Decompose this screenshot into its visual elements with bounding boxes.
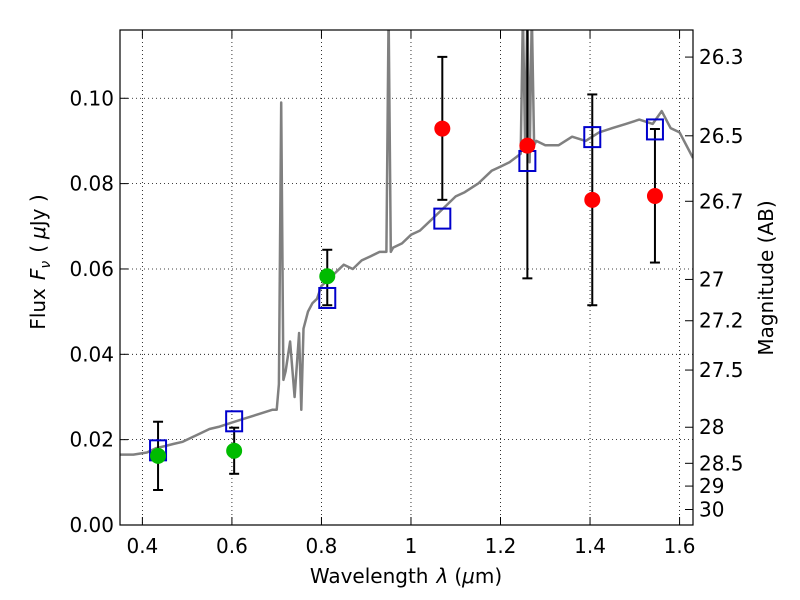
x-tick-label: 1.2 [485,534,517,558]
photometry-point [319,268,336,285]
tick-labels: 0.4 0.6 0.8 1 1.2 1.4 1.6 0.00 0.02 0.04 0.06 0.08 0… [69,45,743,558]
marker-layer [149,118,664,464]
y2-tick-label: 27.2 [699,309,744,333]
y-tick-label: 0.06 [69,257,114,281]
y2-tick-label: 28 [699,415,724,439]
photometry-point [646,187,663,204]
axis-ticks [120,30,693,526]
model-square-marker [645,118,664,141]
y-axis-title: FluxFν(μJy ) [26,194,54,329]
y2-tick-label: 27 [699,267,724,291]
photometry-point [434,120,451,137]
y2-tick-label: 29 [699,474,724,498]
y2-tick-label: 30 [699,498,724,522]
photometry-point [150,447,167,464]
y2-tick-label: 27.5 [699,358,744,382]
photometry-point [226,442,243,459]
photometry-point [584,191,601,208]
y2-axis-title: Magnitude (AB) [754,200,778,355]
x-tick-label: 1 [405,534,418,558]
y2-tick-label: 26.3 [699,45,744,69]
x-tick-label: 0.8 [306,534,338,558]
y-tick-label: 0.00 [69,513,114,537]
x-axis-title: Wavelength λ (μm) [310,564,502,588]
x-tick-label: 0.6 [216,534,248,558]
y2-tick-label: 26.5 [699,124,744,148]
y-tick-label: 0.02 [69,428,114,452]
y2-tick-label: 28.5 [699,451,744,475]
plot-background [120,30,693,525]
y-tick-label: 0.08 [69,172,114,196]
model-square-marker [433,207,452,230]
model-square-marker [225,410,244,433]
x-tick-label: 0.4 [126,534,158,558]
y-tick-label: 0.10 [69,86,114,110]
model-square-marker [583,126,602,149]
y2-tick-label: 26.7 [699,189,744,213]
x-tick-label: 1.4 [574,534,606,558]
x-tick-label: 1.6 [664,534,696,558]
grid [120,30,693,526]
plot-frame [119,29,694,526]
y-tick-label: 0.04 [69,342,114,366]
model-square-marker [318,286,337,309]
photometry-point [519,137,536,154]
